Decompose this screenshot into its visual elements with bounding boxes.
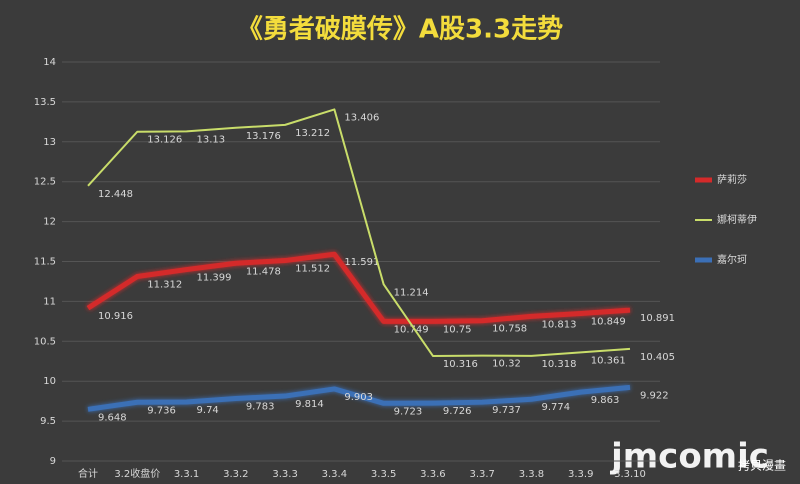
data-label: 9.774 [541,402,570,413]
y-tick-label: 13.5 [34,97,56,108]
x-tick-label: 3.3.4 [322,469,347,480]
data-label: 11.214 [394,287,429,298]
series-line [87,384,631,412]
data-label: 10.318 [541,359,576,370]
data-label: 10.758 [492,324,527,335]
x-tick-label: 3.3.7 [469,469,494,480]
data-label: 9.814 [295,399,324,410]
y-tick-label: 13 [43,137,56,148]
data-label: 10.405 [640,352,675,363]
y-tick-label: 11.5 [34,257,56,268]
x-tick-label: 3.2收盘价 [114,467,160,480]
data-label: 9.737 [492,405,521,416]
data-label: 9.726 [443,406,472,417]
x-tick-label: 3.3.5 [371,469,396,480]
data-label: 13.13 [197,134,226,145]
data-label: 10.316 [443,359,478,370]
data-label: 11.478 [246,266,281,277]
data-label: 9.922 [640,390,669,401]
x-tick-label: 3.3.9 [568,469,593,480]
legend-label: 娜柯蒂伊 [717,213,757,226]
data-label: 9.648 [98,412,127,423]
data-label: 10.813 [541,319,576,330]
y-tick-label: 11 [43,296,56,307]
chart-title: 《勇者破膜传》A股3.3走势 [237,15,563,45]
y-tick-label: 9 [50,456,56,467]
y-tick-label: 10.5 [34,336,56,347]
data-label: 9.783 [246,402,275,413]
y-tick-label: 12.5 [34,177,56,188]
data-label: 10.749 [394,324,429,335]
data-label: 11.591 [344,257,379,268]
data-label: 10.891 [640,313,675,324]
y-tick-label: 10 [43,376,56,387]
watermark-sub: 拷貝漫畫 [738,458,786,473]
data-label: 11.312 [147,280,182,291]
x-tick-label: 3.3.6 [420,469,445,480]
data-label: 10.361 [591,355,626,366]
data-label: 10.849 [591,316,626,327]
data-label: 9.723 [394,406,423,417]
x-tick-label: 合计 [78,467,98,480]
data-label: 10.916 [98,311,133,322]
data-label: 12.448 [98,189,133,200]
x-tick-label: 3.3.8 [519,469,544,480]
data-label: 10.75 [443,324,472,335]
y-tick-label: 9.5 [40,416,56,427]
data-label: 11.399 [197,273,232,284]
series-line [86,251,631,324]
data-label: 13.212 [295,128,330,139]
x-tick-label: 3.3.2 [223,469,248,480]
data-label: 11.512 [295,264,330,275]
data-label: 9.74 [197,405,219,416]
x-tick-label: 3.3.10 [614,469,646,480]
data-label: 9.903 [344,392,373,403]
watermark: jmcomic [609,437,769,477]
data-label: 13.406 [344,112,379,123]
data-label: 13.126 [147,135,182,146]
y-tick-label: 14 [43,57,56,68]
data-label: 13.176 [246,131,281,142]
data-label: 9.863 [591,395,620,406]
series-line [87,108,631,357]
data-label: 9.736 [147,405,176,416]
x-tick-label: 3.3.1 [174,469,199,480]
data-label: 10.32 [492,359,521,370]
legend-label: 萨莉莎 [717,173,747,186]
x-tick-label: 3.3.3 [272,469,297,480]
y-tick-label: 12 [43,217,56,228]
legend-label: 嘉尔珂 [717,253,747,266]
